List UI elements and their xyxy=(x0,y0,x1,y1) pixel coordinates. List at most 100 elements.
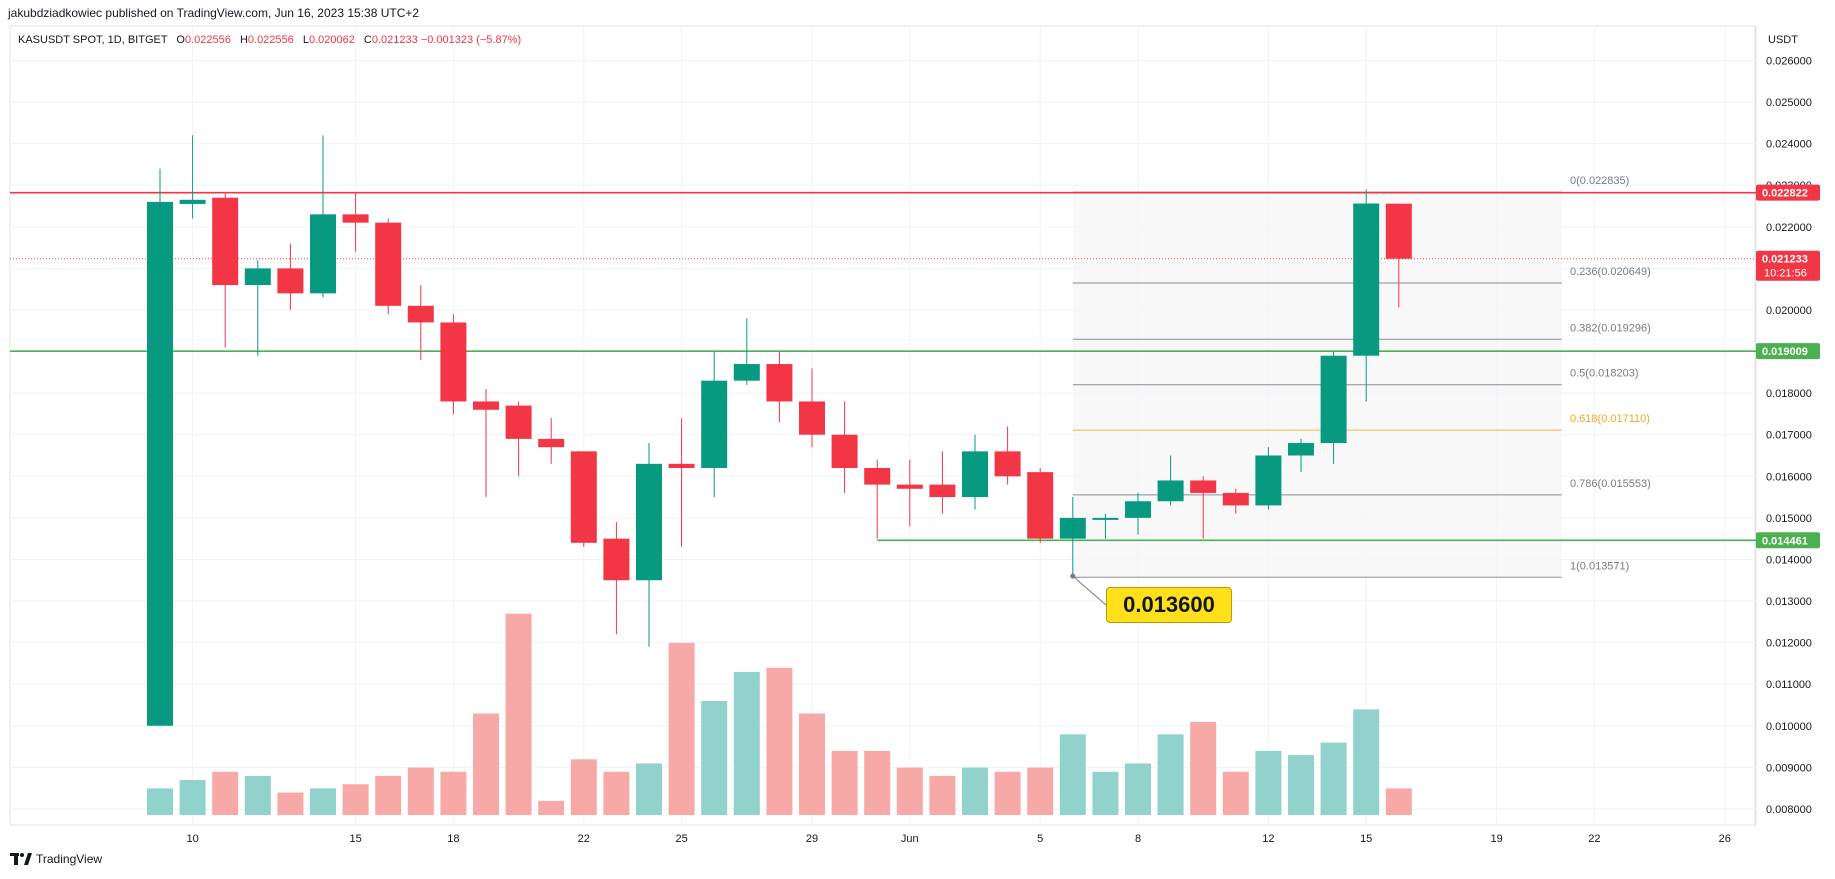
volume-bar xyxy=(896,767,923,815)
candle-body xyxy=(277,268,304,294)
price-tick-label: 0.015000 xyxy=(1766,513,1812,525)
candle-body xyxy=(440,322,467,402)
tradingview-logo-icon xyxy=(10,853,32,865)
open-label: O xyxy=(176,34,185,46)
volume-bar xyxy=(375,775,402,815)
candle-body xyxy=(799,401,825,435)
price-tick-label: 0.009000 xyxy=(1766,762,1812,774)
volume-bar xyxy=(407,767,434,815)
candle-body xyxy=(1222,492,1249,506)
candle-body xyxy=(701,380,728,468)
callout-anchor xyxy=(1070,573,1076,579)
candle-body xyxy=(864,467,891,485)
volume-bar xyxy=(929,775,956,815)
volume-bar xyxy=(668,642,695,815)
support-price-tag xyxy=(1756,343,1820,360)
time-tick-label: 18 xyxy=(447,833,459,845)
candle-body xyxy=(179,199,206,204)
low-support-price-label: 0.014461 xyxy=(1762,535,1808,547)
candle-body xyxy=(1320,355,1347,444)
currency-label[interactable]: USDT xyxy=(1768,34,1798,46)
volume-bar xyxy=(636,763,662,815)
volume-bar xyxy=(831,750,858,815)
low-label: L xyxy=(302,34,309,46)
candle-body xyxy=(994,451,1021,477)
fib-level-label: 1(0.013571) xyxy=(1570,560,1629,572)
volume-bar xyxy=(147,788,173,815)
candle-body xyxy=(733,364,760,381)
high-label: H xyxy=(239,34,248,46)
volume-bar xyxy=(1385,788,1412,815)
open-value: 0.022556 xyxy=(184,34,231,46)
volume-bar xyxy=(179,780,206,815)
candle-body xyxy=(929,484,956,498)
time-tick-label: 29 xyxy=(806,833,818,845)
candle-body xyxy=(636,463,662,581)
volume-bar xyxy=(570,759,597,815)
volume-bar xyxy=(342,784,369,815)
volume-bar xyxy=(701,701,728,815)
time-tick-label: Jun xyxy=(901,833,919,845)
candle-body xyxy=(407,305,434,323)
fib-level-label: 0.618(0.017110) xyxy=(1570,413,1650,425)
volume-bar xyxy=(864,750,891,815)
volume-bar xyxy=(1190,721,1217,815)
candle-body xyxy=(1288,443,1314,456)
candle-body xyxy=(896,484,923,489)
time-tick-label: 22 xyxy=(1588,833,1600,845)
last-price-price-tag xyxy=(1756,250,1820,281)
volume-bar xyxy=(766,667,793,815)
candle-body xyxy=(1353,203,1380,356)
volume-bar xyxy=(603,771,630,815)
high-value: 0.022556 xyxy=(247,34,294,46)
price-tick-label: 0.016000 xyxy=(1766,471,1812,483)
price-tick-label: 0.012000 xyxy=(1766,638,1812,650)
candle-body xyxy=(1255,455,1282,506)
volume-bar xyxy=(962,767,988,815)
candle-body xyxy=(831,434,858,468)
candle-body xyxy=(1157,480,1184,502)
candle-body xyxy=(342,214,369,223)
candle-body xyxy=(310,214,336,294)
tradingview-brand[interactable]: TradingView xyxy=(10,852,102,866)
time-tick-label: 22 xyxy=(578,833,590,845)
symbol-info: KASUSDT SPOT, 1D, BITGET O0.022556 H0.02… xyxy=(18,34,521,46)
price-tick-label: 0.013000 xyxy=(1766,596,1812,608)
time-tick-label: 26 xyxy=(1719,833,1731,845)
volume-bar xyxy=(440,771,467,815)
candle-body xyxy=(570,451,597,543)
time-tick-label: 15 xyxy=(349,833,361,845)
price-tick-label: 0.018000 xyxy=(1766,388,1812,400)
candle-body xyxy=(473,401,499,410)
change-value: −0.001323 (−5.87%) xyxy=(420,34,522,46)
volume-bar xyxy=(212,771,239,815)
time-tick-label: 15 xyxy=(1360,833,1372,845)
low-support-price-tag xyxy=(1756,532,1820,549)
price-tick-label: 0.026000 xyxy=(1766,56,1812,68)
candle-body xyxy=(147,201,173,726)
candle-body xyxy=(505,405,532,439)
fib-level-label: 0.236(0.020649) xyxy=(1570,266,1651,278)
candle-body xyxy=(538,438,565,448)
time-tick-label: 10 xyxy=(186,833,198,845)
time-tick-label: 19 xyxy=(1490,833,1502,845)
volume-bar xyxy=(1288,755,1314,815)
volume-bar xyxy=(1027,767,1054,815)
time-tick-label: 25 xyxy=(675,833,687,845)
candle-body xyxy=(1190,480,1217,493)
low-value: 0.020062 xyxy=(308,34,355,46)
countdown-label: 10:21:56 xyxy=(1764,268,1807,280)
price-tick-label: 0.022000 xyxy=(1766,222,1812,234)
candle-body xyxy=(375,222,402,306)
last-price-price-label: 0.021233 xyxy=(1762,254,1808,266)
resistance-price-label: 0.022822 xyxy=(1762,188,1808,200)
volume-bar xyxy=(1092,771,1119,815)
candle-body xyxy=(1385,203,1412,259)
volume-bar xyxy=(1353,709,1380,815)
volume-bar xyxy=(538,800,565,815)
volume-bar xyxy=(505,613,532,815)
volume-bar xyxy=(473,713,499,815)
candle-body xyxy=(1027,472,1054,539)
fib-level-label: 0(0.022835) xyxy=(1570,175,1629,187)
